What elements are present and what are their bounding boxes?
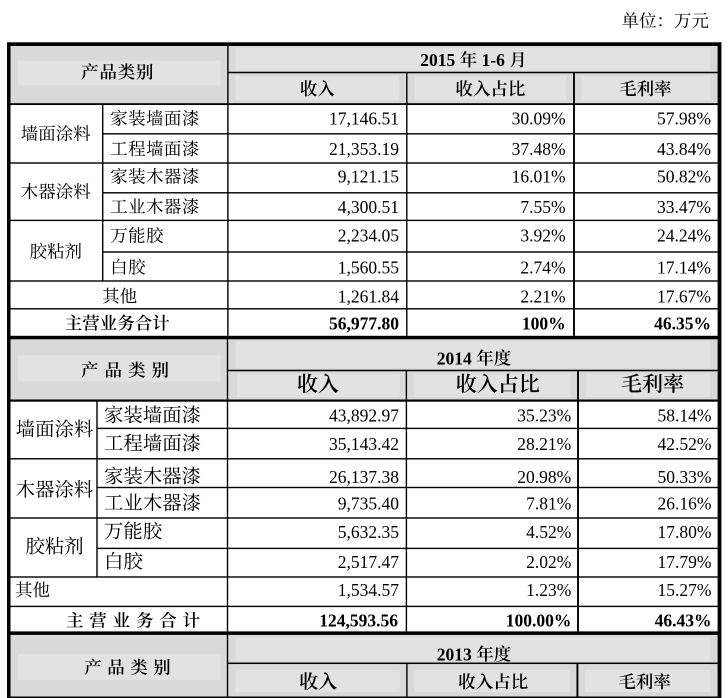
svg-text:1,560.55: 1,560.55 (338, 257, 400, 277)
svg-text:46.43%: 46.43% (655, 611, 712, 631)
svg-text:43.84%: 43.84% (657, 139, 711, 159)
svg-text:26.16%: 26.16% (658, 494, 712, 514)
svg-text:58.14%: 58.14% (658, 406, 712, 426)
svg-text:17.80%: 17.80% (658, 522, 712, 542)
svg-text:1,534.57: 1,534.57 (338, 580, 400, 600)
svg-text:17.67%: 17.67% (657, 286, 711, 306)
svg-text:57.98%: 57.98% (657, 109, 711, 129)
svg-text:15.27%: 15.27% (658, 580, 712, 600)
svg-text:2.02%: 2.02% (526, 552, 571, 572)
svg-text:1,261.84: 1,261.84 (338, 286, 400, 306)
svg-text:1.23%: 1.23% (526, 580, 571, 600)
svg-text:17.14%: 17.14% (657, 257, 711, 277)
svg-text:17,146.51: 17,146.51 (329, 109, 399, 129)
svg-text:24.24%: 24.24% (657, 226, 711, 246)
svg-text:50.82%: 50.82% (657, 167, 711, 187)
svg-text:2,517.47: 2,517.47 (338, 552, 400, 572)
svg-text:50.33%: 50.33% (658, 467, 712, 487)
svg-text:35,143.42: 35,143.42 (329, 434, 399, 454)
svg-text:5,632.35: 5,632.35 (338, 522, 400, 542)
svg-text:2014: 2014 (437, 348, 472, 368)
svg-text:26,137.38: 26,137.38 (329, 467, 399, 487)
svg-text:2013: 2013 (437, 644, 472, 664)
svg-text:33.47%: 33.47% (657, 197, 711, 217)
svg-text:9,121.15: 9,121.15 (338, 167, 400, 187)
svg-text:42.52%: 42.52% (658, 434, 712, 454)
svg-text:4.52%: 4.52% (526, 522, 571, 542)
svg-text:7.81%: 7.81% (526, 494, 571, 514)
svg-text:4,300.51: 4,300.51 (338, 197, 399, 217)
svg-text:35.23%: 35.23% (517, 406, 571, 426)
svg-text:9,735.40: 9,735.40 (338, 494, 400, 514)
svg-text:43,892.97: 43,892.97 (329, 406, 399, 426)
svg-text:37.48%: 37.48% (512, 139, 566, 159)
svg-text:7.55%: 7.55% (520, 197, 565, 217)
svg-text:20.98%: 20.98% (517, 467, 571, 487)
svg-text:2.74%: 2.74% (520, 257, 565, 277)
svg-text:17.79%: 17.79% (658, 552, 712, 572)
svg-text:16.01%: 16.01% (512, 167, 566, 187)
svg-text:46.35%: 46.35% (654, 313, 711, 333)
svg-text:21,353.19: 21,353.19 (329, 139, 399, 159)
svg-text:100%: 100% (522, 313, 566, 333)
svg-text:100.00%: 100.00% (506, 611, 572, 631)
svg-text:56,977.80: 56,977.80 (329, 313, 399, 333)
svg-text:30.09%: 30.09% (512, 109, 566, 129)
svg-text:28.21%: 28.21% (517, 434, 571, 454)
svg-text:124,593.56: 124,593.56 (319, 611, 398, 631)
svg-text:1-6: 1-6 (482, 50, 506, 70)
svg-text:2015: 2015 (420, 50, 455, 70)
svg-text:2,234.05: 2,234.05 (338, 226, 400, 246)
svg-text:2.21%: 2.21% (520, 286, 565, 306)
svg-text:3.92%: 3.92% (520, 226, 565, 246)
